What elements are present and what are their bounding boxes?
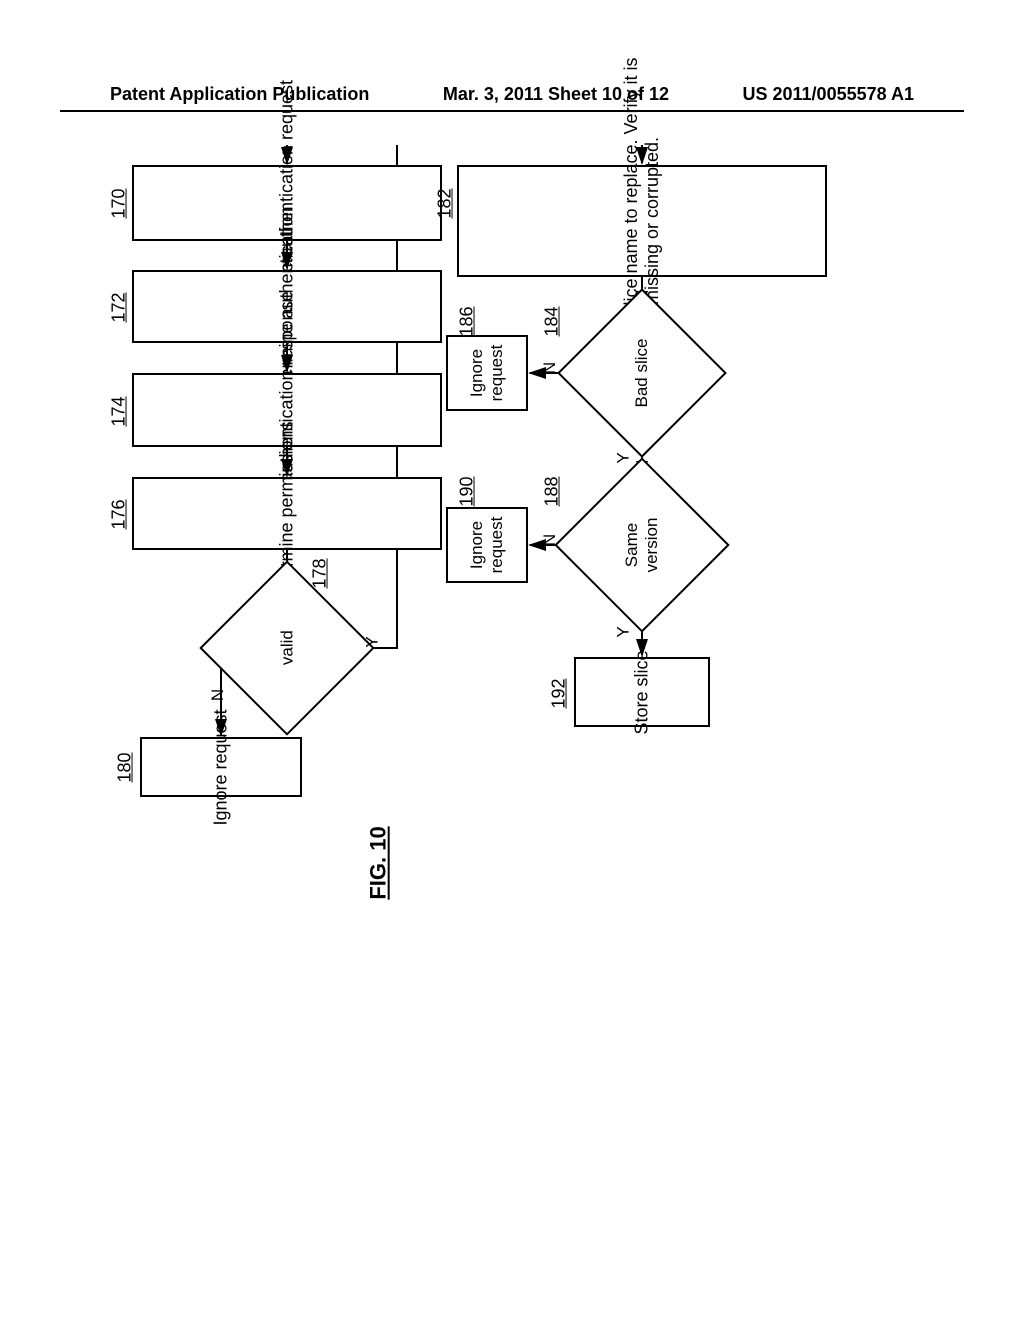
- ref-188: 188: [542, 476, 563, 506]
- header-rule: [60, 110, 964, 112]
- node-text: Ignore request: [467, 338, 507, 408]
- edge-label-y: Y: [614, 626, 634, 637]
- ref-174: 174: [109, 396, 130, 426]
- node-text: Bad slice: [632, 338, 652, 408]
- edge-label-n: N: [540, 534, 560, 546]
- ref-172: 172: [109, 292, 130, 322]
- node-text: Ignore request: [467, 510, 507, 580]
- header-right: US 2011/0055578 A1: [743, 84, 914, 105]
- flowchart-figure: Receive authentication request 170 Deter…: [112, 145, 912, 1195]
- ref-192: 192: [549, 678, 570, 708]
- node-bad-slice-decision: Bad slice: [557, 288, 727, 458]
- edge-label-y: Y: [363, 636, 383, 647]
- edge-label-y: Y: [614, 452, 634, 463]
- node-text: valid: [277, 631, 297, 666]
- ref-190: 190: [457, 476, 478, 506]
- ref-170: 170: [109, 188, 130, 218]
- node-text: Store slice: [632, 637, 653, 747]
- node-ignore-request-186: Ignore request: [446, 335, 528, 411]
- ref-178: 178: [310, 558, 331, 588]
- header-left: Patent Application Publication: [110, 84, 369, 105]
- node-ignore-request-180: Ignore request: [140, 737, 302, 797]
- figure-label: FIG. 10: [366, 826, 392, 899]
- node-determine-permissions: Determine permissions: [132, 477, 442, 550]
- ref-184: 184: [542, 306, 563, 336]
- ref-182: 182: [435, 188, 456, 218]
- node-ignore-request-190: Ignore request: [446, 507, 528, 583]
- ref-186: 186: [457, 306, 478, 336]
- node-same-version-decision: Same version: [554, 457, 729, 632]
- page-header: Patent Application Publication Mar. 3, 2…: [0, 84, 1024, 105]
- ref-180: 180: [115, 752, 136, 782]
- edge-label-n: N: [540, 362, 560, 374]
- node-store-slice: Store slice: [574, 657, 710, 727]
- node-text: Ignore request: [211, 697, 232, 837]
- node-text: Same version: [622, 505, 662, 585]
- ref-176: 176: [109, 499, 130, 529]
- node-receive-slice-name: Receive slice name to replace. Verify it…: [457, 165, 827, 277]
